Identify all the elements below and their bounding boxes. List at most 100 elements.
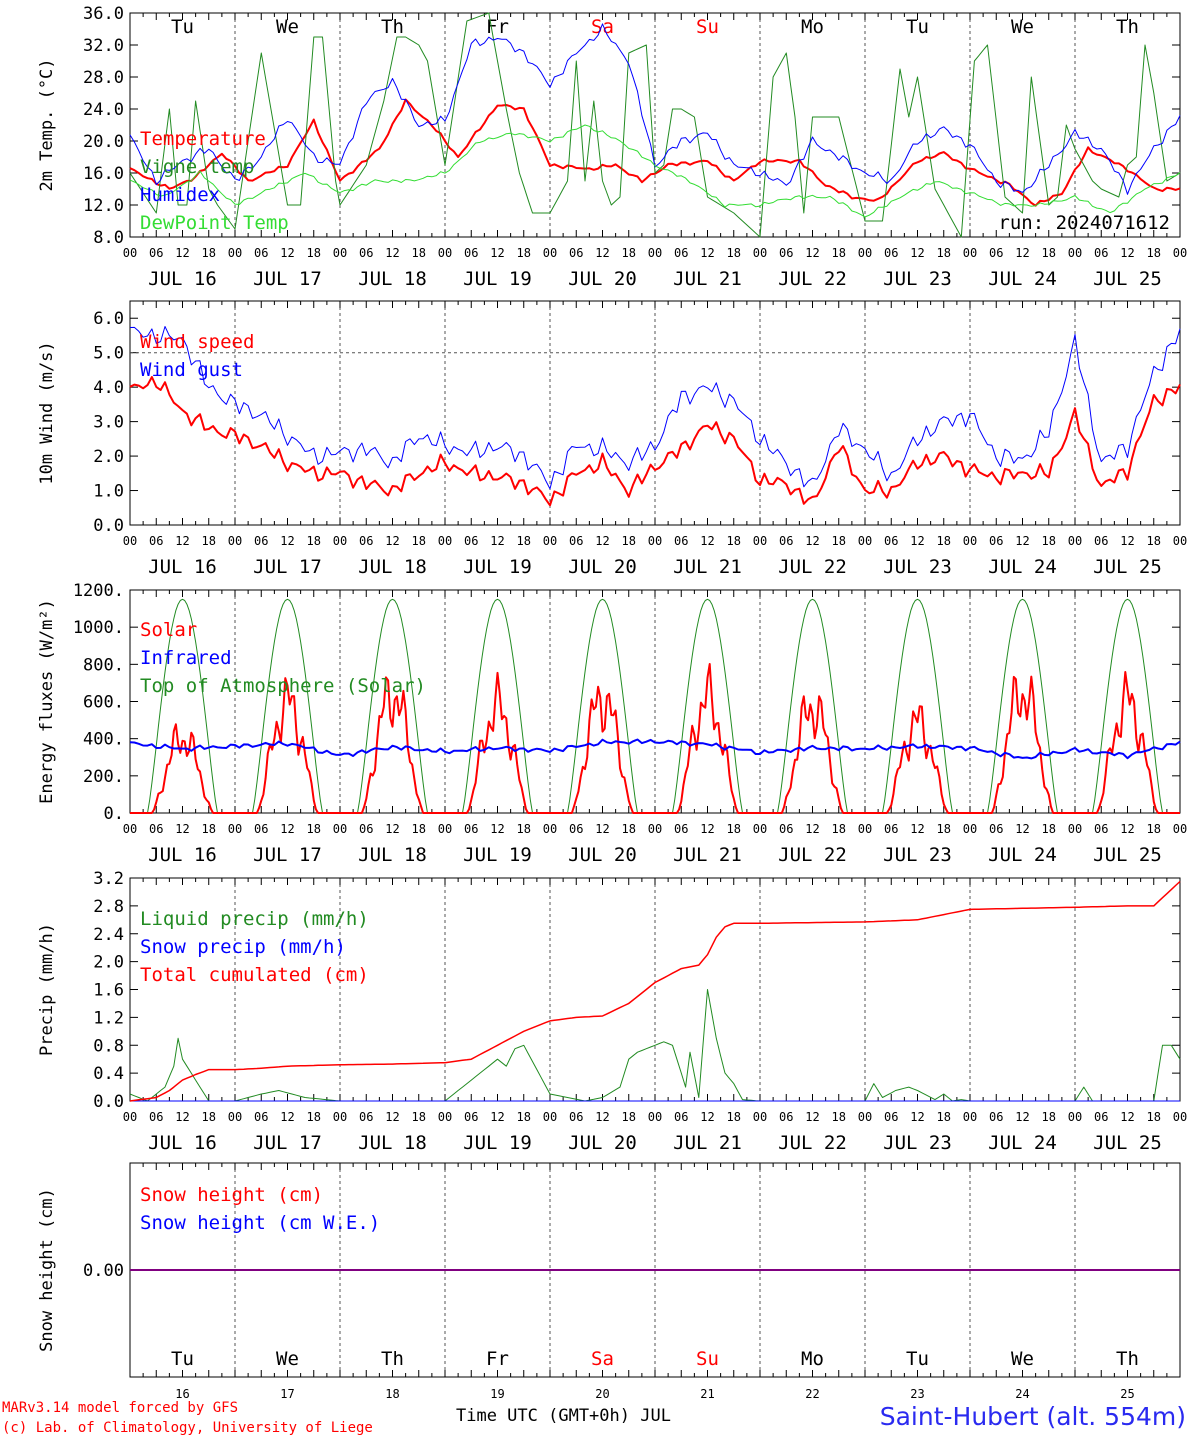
day-label: JUL 23 (883, 556, 952, 578)
day-number: 24 (1015, 1387, 1029, 1401)
hour-tick-label: 18 (937, 822, 951, 836)
hour-tick-label: 18 (832, 534, 846, 548)
hour-tick-label: 12 (1015, 1110, 1029, 1124)
hour-tick-label: 12 (385, 534, 399, 548)
hour-tick-label: 06 (674, 534, 688, 548)
hour-tick-label: 18 (1147, 246, 1161, 260)
hour-tick-label: 00 (858, 1110, 872, 1124)
y-tick-label: 32.0 (83, 36, 124, 56)
hour-tick-label: 18 (727, 1110, 741, 1124)
series-dewpoint-temp (129, 124, 1181, 218)
day-label: JUL 18 (358, 1132, 427, 1154)
hour-tick-label: 18 (202, 534, 216, 548)
day-label: JUL 20 (568, 1132, 637, 1154)
hour-tick-label: 18 (307, 1110, 321, 1124)
hour-tick-label: 00 (1173, 534, 1187, 548)
hour-tick-label: 00 (438, 246, 452, 260)
hour-tick-label: 00 (963, 246, 977, 260)
hour-tick-label: 18 (832, 822, 846, 836)
hour-tick-label: 18 (202, 246, 216, 260)
hour-tick-label: 12 (1120, 246, 1134, 260)
hour-tick-label: 06 (989, 534, 1003, 548)
day-label: JUL 17 (253, 556, 322, 578)
hour-tick-label: 00 (1173, 822, 1187, 836)
hour-tick-label: 18 (307, 246, 321, 260)
day-label: JUL 24 (988, 268, 1057, 290)
hour-tick-label: 12 (1120, 534, 1134, 548)
y-axis-label: Snow height (cm) (37, 1188, 57, 1352)
day-name: Tu (171, 16, 194, 38)
day-name: Th (1116, 16, 1139, 38)
hour-tick-label: 12 (1120, 1110, 1134, 1124)
y-tick-label: 0.8 (93, 1036, 124, 1056)
hour-tick-label: 00 (543, 1110, 557, 1124)
hour-tick-label: 12 (280, 1110, 294, 1124)
hour-tick-label: 00 (228, 1110, 242, 1124)
day-label: JUL 17 (253, 1132, 322, 1154)
day-name: Su (696, 1348, 719, 1370)
hour-tick-label: 18 (412, 534, 426, 548)
legend-entry: Liquid precip (mm/h) (140, 908, 369, 930)
hour-tick-label: 00 (1068, 822, 1082, 836)
day-label: JUL 16 (148, 268, 217, 290)
day-name: We (276, 16, 299, 38)
hour-tick-label: 12 (805, 1110, 819, 1124)
day-name: Th (381, 16, 404, 38)
day-label: JUL 20 (568, 268, 637, 290)
day-label: JUL 25 (1093, 556, 1162, 578)
hour-tick-label: 06 (359, 822, 373, 836)
hour-tick-label: 00 (228, 246, 242, 260)
hour-tick-label: 06 (779, 534, 793, 548)
hour-tick-label: 06 (359, 246, 373, 260)
hour-tick-label: 12 (700, 822, 714, 836)
hour-tick-label: 00 (228, 822, 242, 836)
hour-tick-label: 12 (595, 246, 609, 260)
legend-entry: Top of Atmosphere (Solar) (140, 675, 426, 697)
x-axis-title: Time UTC (GMT+0h) JUL (456, 1406, 671, 1426)
day-name: Fr (486, 1348, 509, 1370)
hour-tick-label: 00 (753, 534, 767, 548)
hour-tick-label: 00 (543, 822, 557, 836)
hour-tick-label: 06 (1094, 534, 1108, 548)
hour-tick-label: 00 (123, 1110, 137, 1124)
y-tick-label: 2.0 (93, 953, 124, 973)
y-tick-label: 4.0 (93, 378, 124, 398)
day-label: JUL 23 (883, 268, 952, 290)
hour-tick-label: 12 (490, 1110, 504, 1124)
hour-tick-label: 12 (175, 1110, 189, 1124)
day-label: JUL 24 (988, 1132, 1057, 1154)
hour-tick-label: 18 (412, 822, 426, 836)
hour-tick-label: 00 (123, 822, 137, 836)
series-solar (130, 663, 1180, 814)
hour-tick-label: 00 (123, 534, 137, 548)
day-label: JUL 21 (673, 1132, 742, 1154)
hour-tick-label: 12 (385, 246, 399, 260)
hour-tick-label: 06 (569, 246, 583, 260)
y-tick-label: 1000. (73, 618, 124, 638)
y-tick-label: 2.0 (93, 447, 124, 467)
hour-tick-label: 00 (333, 246, 347, 260)
hour-tick-label: 00 (438, 822, 452, 836)
hour-tick-label: 06 (674, 246, 688, 260)
hour-tick-label: 00 (858, 822, 872, 836)
hour-tick-label: 06 (779, 1110, 793, 1124)
hour-tick-label: 06 (464, 246, 478, 260)
day-label: JUL 24 (988, 844, 1057, 866)
hour-tick-label: 06 (884, 1110, 898, 1124)
day-label: JUL 19 (463, 1132, 532, 1154)
hour-tick-label: 18 (622, 246, 636, 260)
legend-entry: Infrared (140, 647, 232, 669)
hour-tick-label: 18 (937, 1110, 951, 1124)
hour-tick-label: 18 (202, 1110, 216, 1124)
hour-tick-label: 00 (1068, 1110, 1082, 1124)
day-label: JUL 19 (463, 844, 532, 866)
hour-tick-label: 06 (569, 534, 583, 548)
hour-tick-label: 12 (175, 822, 189, 836)
legend-entry: Temperature (140, 128, 266, 150)
hour-tick-label: 18 (832, 1110, 846, 1124)
hour-tick-label: 00 (753, 822, 767, 836)
series-vigne-temp (129, 12, 1181, 238)
hour-tick-label: 12 (700, 246, 714, 260)
hour-tick-label: 18 (622, 822, 636, 836)
panel-1-frame (129, 300, 1181, 526)
